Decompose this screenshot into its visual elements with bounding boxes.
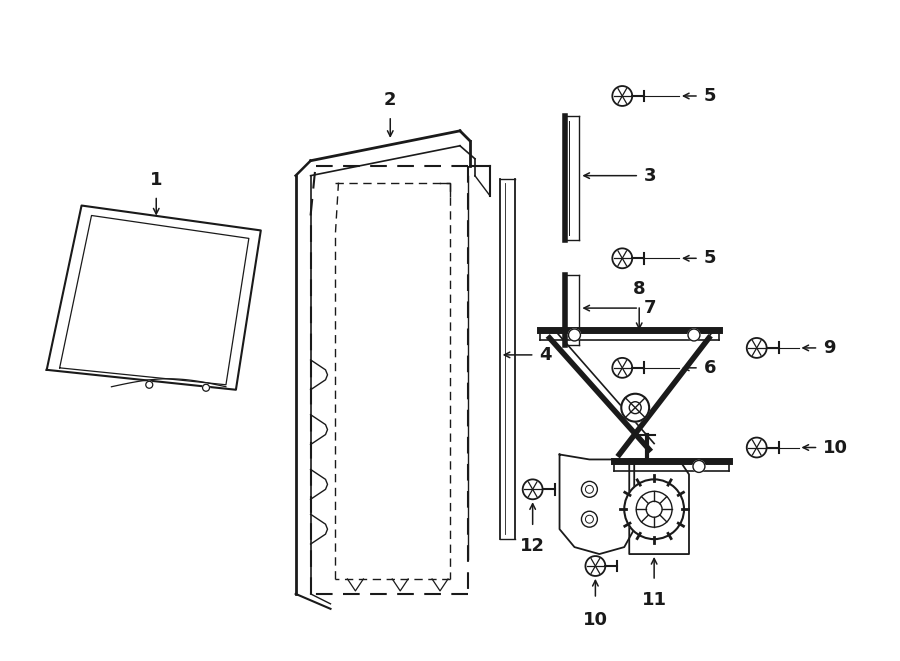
Circle shape	[146, 381, 153, 388]
Circle shape	[747, 338, 767, 358]
Circle shape	[747, 438, 767, 457]
Circle shape	[581, 511, 598, 527]
Text: 10: 10	[583, 611, 608, 629]
Text: 8: 8	[633, 280, 645, 298]
Circle shape	[202, 384, 210, 391]
Circle shape	[621, 394, 649, 422]
Text: 10: 10	[824, 438, 849, 457]
Text: 1: 1	[150, 171, 163, 188]
Text: 11: 11	[642, 591, 667, 609]
Text: 9: 9	[824, 339, 836, 357]
Text: 5: 5	[704, 249, 716, 267]
Circle shape	[612, 86, 632, 106]
Circle shape	[693, 461, 705, 473]
Circle shape	[612, 249, 632, 268]
Circle shape	[625, 479, 684, 539]
Text: 2: 2	[384, 91, 397, 109]
Text: 4: 4	[540, 346, 552, 364]
Text: 12: 12	[520, 537, 545, 555]
Text: 6: 6	[704, 359, 716, 377]
Circle shape	[612, 358, 632, 378]
Text: 7: 7	[644, 299, 657, 317]
Circle shape	[569, 329, 580, 341]
Circle shape	[523, 479, 543, 499]
Circle shape	[581, 481, 598, 497]
Text: 5: 5	[704, 87, 716, 105]
Circle shape	[585, 556, 606, 576]
Text: 3: 3	[644, 167, 657, 184]
Circle shape	[688, 329, 700, 341]
